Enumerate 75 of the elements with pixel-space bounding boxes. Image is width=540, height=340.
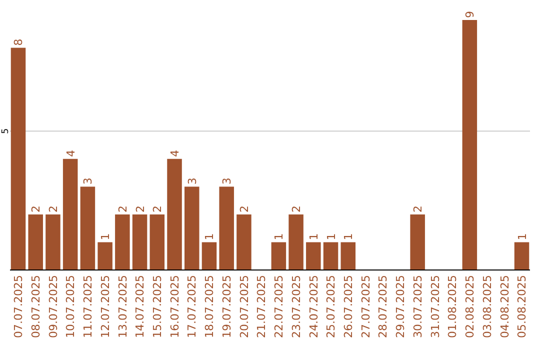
- bar: [167, 158, 182, 270]
- x-tick-label: 02.08.2025: [464, 275, 477, 338]
- x-tick-label: 29.07.2025: [394, 275, 408, 338]
- data-label: 9: [464, 11, 477, 18]
- bar: [219, 186, 234, 270]
- data-label: 2: [46, 205, 60, 212]
- x-tick-label: 24.07.2025: [307, 275, 320, 338]
- x-tick-label: 03.08.2025: [480, 275, 494, 338]
- data-label: 1: [272, 233, 286, 240]
- x-tick-label: 15.07.2025: [150, 275, 164, 338]
- x-tick-label: 23.07.2025: [290, 275, 303, 338]
- data-label: 1: [99, 233, 112, 240]
- data-label: 2: [238, 205, 251, 212]
- data-label: 1: [203, 233, 216, 240]
- x-tick-label: 18.07.2025: [203, 275, 216, 338]
- bar: [323, 242, 338, 270]
- x-tick-label: 22.07.2025: [272, 275, 286, 338]
- bar: [98, 242, 112, 270]
- x-tick-label: 25.07.2025: [324, 275, 338, 338]
- x-tick-label: 14.07.2025: [134, 275, 147, 338]
- x-tick-label: 10.07.2025: [64, 275, 78, 338]
- bar: [184, 186, 200, 270]
- data-label: 2: [116, 205, 130, 212]
- bar: [132, 214, 148, 270]
- bar: [236, 214, 252, 270]
- x-tick-label: 30.07.2025: [411, 275, 424, 338]
- x-tick-label: 05.08.2025: [516, 275, 529, 338]
- bar: [514, 242, 530, 270]
- x-tick-label: 08.07.2025: [29, 275, 42, 338]
- data-label: 3: [82, 178, 95, 185]
- bar: [410, 214, 425, 270]
- bar: [80, 186, 96, 270]
- data-label: 1: [342, 233, 356, 240]
- data-label: 1: [307, 233, 320, 240]
- bar: [46, 214, 60, 270]
- data-label: 4: [168, 150, 182, 157]
- x-tick-label: 07.07.2025: [12, 275, 26, 338]
- x-tick-label: 16.07.2025: [168, 275, 182, 338]
- x-tick-label: 31.07.2025: [428, 275, 442, 338]
- data-label: 8: [12, 38, 26, 46]
- bar: [288, 214, 304, 270]
- x-tick-label: 12.07.2025: [98, 275, 112, 338]
- data-label: 1: [516, 233, 529, 240]
- bar: [28, 214, 43, 270]
- x-tick-label: 21.07.2025: [255, 275, 268, 338]
- x-tick-label: 28.07.2025: [376, 275, 390, 338]
- x-tick-label: 13.07.2025: [116, 275, 130, 338]
- data-label: 3: [186, 178, 199, 185]
- data-label: 1: [324, 233, 338, 240]
- bar: [202, 242, 217, 270]
- y-tick-label: 5: [1, 128, 11, 134]
- data-label: 3: [220, 178, 234, 185]
- x-tick-label: 26.07.2025: [342, 275, 355, 338]
- x-tick-label: 27.07.2025: [359, 275, 372, 338]
- bar: [150, 214, 165, 270]
- bar: [115, 214, 130, 270]
- bar: [340, 242, 356, 270]
- bar: [462, 20, 478, 270]
- x-tick-label: 01.08.2025: [446, 275, 460, 338]
- bar: [10, 48, 26, 270]
- bar: [62, 158, 78, 270]
- bar: [306, 242, 321, 270]
- x-tick-label: 20.07.2025: [238, 275, 251, 338]
- x-tick-label: 04.08.2025: [498, 275, 512, 338]
- data-label: 4: [64, 150, 78, 157]
- data-label: 2: [151, 205, 164, 212]
- x-tick-label: 17.07.2025: [186, 275, 199, 338]
- bar: [271, 242, 286, 270]
- data-label: 2: [30, 205, 43, 212]
- x-tick-label: 19.07.2025: [220, 275, 234, 338]
- data-label: 2: [290, 205, 304, 212]
- x-tick-label: 09.07.2025: [46, 275, 60, 338]
- data-label: 2: [412, 205, 425, 212]
- x-tick-label: 11.07.2025: [82, 275, 95, 338]
- data-label: 2: [134, 205, 147, 212]
